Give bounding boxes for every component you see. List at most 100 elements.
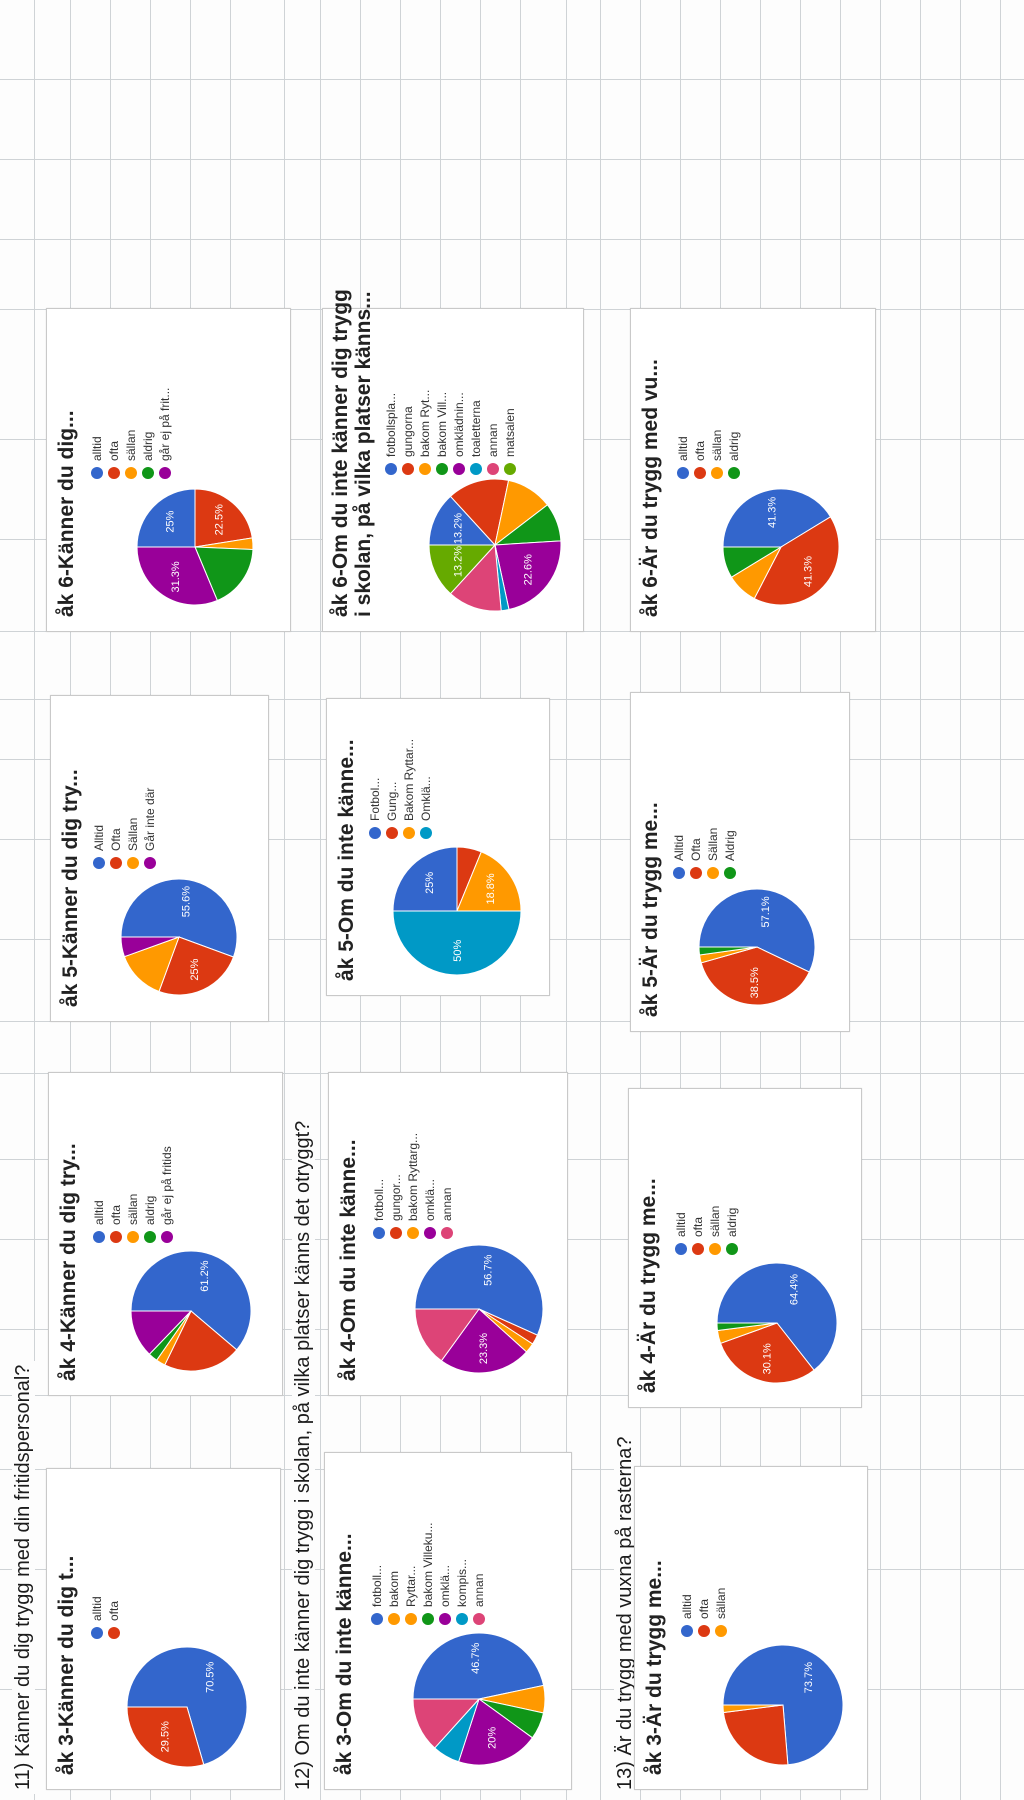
legend-label: alltid xyxy=(90,436,104,461)
legend-label: sällan xyxy=(126,1194,140,1225)
legend-swatch xyxy=(144,857,156,869)
pie-slice-fotboll- xyxy=(412,1632,545,1700)
pie-slice-omkl-dnin- xyxy=(494,540,562,611)
legend-label: alltid xyxy=(90,1596,104,1621)
legend-label: annan xyxy=(440,1188,454,1221)
legend-label: sällan xyxy=(708,1206,722,1237)
legend-swatch xyxy=(369,827,381,839)
legend-label: Omklä... xyxy=(419,776,433,821)
chart-card-q13-ak3: 73.7% alltid ofta sällan åk 3-Är du trygg m… xyxy=(634,1466,868,1790)
legend-label: ofta xyxy=(107,1601,121,1621)
legend-swatch xyxy=(108,467,120,479)
pie-slice-ofta xyxy=(719,1322,815,1384)
legend-swatch xyxy=(125,467,137,479)
legend-swatch xyxy=(161,1231,173,1243)
legend-swatch xyxy=(728,467,740,479)
legend-label: gungor... xyxy=(389,1174,403,1221)
pie-data-label: 61.2% xyxy=(199,1260,211,1291)
chart-card-q12-ak5: 25% 18.8% 50% Fotbol... Gung... Bakom Ryttar.… xyxy=(326,698,550,996)
pie-slice-aldrig xyxy=(716,1322,778,1332)
legend-swatch xyxy=(373,1227,385,1239)
legend-swatch xyxy=(390,1227,402,1239)
pie-slice-bakom-villeku- xyxy=(457,1698,534,1766)
legend-swatch xyxy=(159,467,171,479)
pie-slice-ofta xyxy=(753,516,840,606)
pie-data-label: 23.3% xyxy=(478,1333,490,1364)
pie-chart: 25% 22.5% 31.3% alltid ofta sällan aldrig går e… xyxy=(90,388,254,606)
legend-swatch xyxy=(726,1243,738,1255)
legend-label: Ofta xyxy=(109,828,123,851)
legend-label: toaletterna xyxy=(469,400,483,457)
legend-swatch xyxy=(470,463,482,475)
legend-swatch xyxy=(675,1243,687,1255)
legend-label: matsalen xyxy=(503,408,517,457)
pie-slice-ofta xyxy=(722,1704,789,1766)
pie-slice-alltid xyxy=(722,488,832,548)
legend-swatch xyxy=(110,857,122,869)
legend-swatch xyxy=(453,463,465,475)
legend-swatch xyxy=(108,1627,120,1639)
legend-swatch xyxy=(110,1231,122,1243)
chart-card-q11-ak4: 61.2% alltid ofta sällan aldrig går ej på fri… xyxy=(48,1072,283,1396)
legend-label: omklädnin... xyxy=(452,392,466,457)
legend-swatch xyxy=(690,867,702,879)
pie-data-label: 57.1% xyxy=(760,896,772,927)
legend-label: omklä... xyxy=(438,1565,452,1607)
pie-data-label: 46.7% xyxy=(470,1642,482,1673)
pie-slice-alltid xyxy=(716,1262,838,1371)
chart-title: åk 4-Är du trygg me... xyxy=(637,1178,660,1393)
legend-swatch xyxy=(724,867,736,879)
legend-label: fotboll... xyxy=(370,1565,384,1607)
pie-chart: 64.4% 30.1% alltid ofta sällan aldrig xyxy=(674,1206,838,1384)
pie-data-label: 38.5% xyxy=(749,967,761,998)
chart-title: åk 5-Känner du dig try... xyxy=(59,769,82,1007)
pie-data-label: 13.2% xyxy=(453,513,465,544)
legend-label: alltid xyxy=(92,1200,106,1225)
pie-data-label: 55.6% xyxy=(180,886,192,917)
legend-swatch xyxy=(422,1613,434,1625)
pie-chart: 61.2% alltid ofta sällan aldrig går ej på fri… xyxy=(92,1146,252,1372)
legend-swatch xyxy=(473,1613,485,1625)
pie-data-label: 64.4% xyxy=(788,1274,800,1305)
pie-data-label: 18.8% xyxy=(485,873,497,904)
pie-chart: 13.2%22.6%13.2%fotbollspla... gungorna bak… xyxy=(384,390,562,612)
legend-label: Aldrig xyxy=(723,830,737,861)
legend-label: alltid xyxy=(680,1594,694,1619)
pie-slice-ofta xyxy=(164,1310,238,1372)
pie-chart: 55.6% 25% Alltid Ofta Sällan Går inte där xyxy=(92,788,238,996)
legend-label: aldrig xyxy=(143,1196,157,1225)
legend-swatch xyxy=(402,463,414,475)
legend-label: fotbollspla... xyxy=(384,393,398,457)
pie-slice-s-llan xyxy=(722,1704,784,1714)
pie-data-label: 13.2% xyxy=(453,546,465,577)
legend-label: aldrig xyxy=(725,1208,739,1237)
pie-slice-g-r-ej-p-frit- xyxy=(136,546,219,606)
legend-swatch xyxy=(711,467,723,479)
pie-slice-alltid xyxy=(698,888,816,973)
legend-swatch xyxy=(385,463,397,475)
legend-swatch xyxy=(692,1243,704,1255)
legend-swatch xyxy=(709,1243,721,1255)
pie-slice-matsalen xyxy=(428,544,497,595)
chart-card-q11-ak3: 70.5% 29.5% alltid ofta åk 3-Känner du dig … xyxy=(46,1468,281,1790)
legend-label: sällan xyxy=(710,430,724,461)
pie-data-label: 31.3% xyxy=(170,561,182,592)
legend-label: annan xyxy=(472,1574,486,1607)
pie-data-label: 25% xyxy=(189,958,201,980)
legend-swatch xyxy=(441,1227,453,1239)
grid-line xyxy=(284,0,285,1800)
legend-swatch xyxy=(386,827,398,839)
legend-label: går ej på fritids xyxy=(160,1146,174,1225)
grid-line xyxy=(600,0,601,1800)
legend-label: Fotbol... xyxy=(368,778,382,821)
legend-label: Ofta xyxy=(689,838,703,861)
legend-swatch xyxy=(93,1231,105,1243)
pie-data-label: 50% xyxy=(452,939,464,961)
legend-swatch xyxy=(439,1613,451,1625)
legend-swatch xyxy=(698,1625,710,1637)
pie-chart: 41.3% 41.3% alltid ofta sällan aldrig xyxy=(676,430,840,606)
chart-card-q13-ak4: 64.4% 30.1% alltid ofta sällan aldrig åk 4-Är… xyxy=(628,1088,862,1408)
legend-label: bakom Vill... xyxy=(435,392,449,457)
legend-label: aldrig xyxy=(141,432,155,461)
chart-title: åk 6-Känner du dig... xyxy=(55,410,78,617)
